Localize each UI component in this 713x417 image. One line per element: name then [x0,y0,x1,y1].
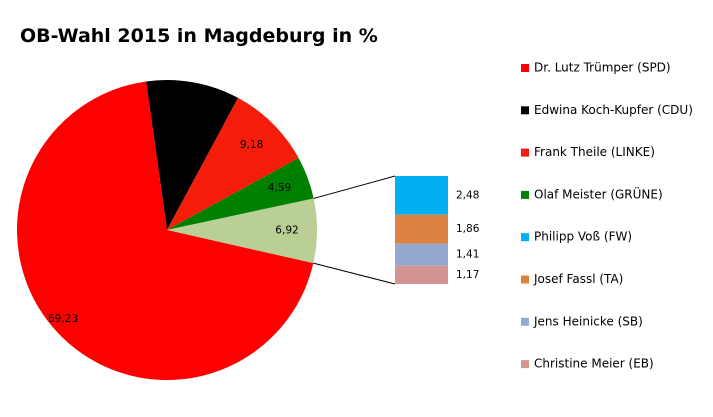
legend-label: Dr. Lutz Trümper (SPD) [534,61,671,75]
bar-data-label: 1,17 [456,269,479,281]
connector-lines [313,175,396,285]
legend-swatch [521,106,529,115]
legend-swatch [521,275,529,284]
bar-data-label: 1,41 [456,249,479,261]
bar-data-label: 2,48 [456,189,479,201]
legend-swatch [521,360,529,369]
connector-line-top [313,175,396,199]
pie-slice [167,198,317,264]
legend-item: Frank Theile (LINKE) [521,145,655,159]
connector-line-bottom [313,262,396,285]
legend-swatch [521,233,529,242]
legend-swatch [521,148,529,157]
bar-segment [395,243,448,266]
legend-label: Josef Fassl (TA) [533,272,623,286]
legend-item: Philipp Voß (FW) [521,230,632,244]
pie-slice [167,158,314,230]
chart-title: OB-Wahl 2015 in Magdeburg in % [20,25,378,47]
pie-slice [167,97,299,230]
legend: Dr. Lutz Trümper (SPD) Edwina Koch-Kupfer… [521,61,693,371]
pie-slice [146,79,239,230]
legend-label: Jens Heinicke (SB) [533,314,643,328]
legend-swatch [521,64,529,72]
legend-label: Olaf Meister (GRÜNE) [534,185,663,201]
slice-data-label: 4,59 [268,182,291,194]
bar-segment [395,176,448,215]
legend-label: Philipp Voß (FW) [534,230,632,244]
legend-swatch [521,317,529,326]
slice-data-label: 10,08 [173,106,203,118]
legend-item: Edwina Koch-Kupfer (CDU) [521,103,693,117]
slice-data-label: 9,18 [240,139,263,151]
slice-data-label: 6,92 [275,225,298,237]
legend-item: Christine Meier (EB) [521,357,654,371]
legend-item: Dr. Lutz Trümper (SPD) [521,61,671,75]
legend-label: Christine Meier (EB) [534,357,654,371]
slice-data-label: 69,23 [48,313,78,325]
bar-segment [395,214,448,244]
secondary-bar: 2,48 1,86 1,41 1,17 [395,176,480,284]
bar-data-label: 1,86 [456,223,480,235]
pie-slice [16,81,314,381]
legend-swatch [521,190,529,199]
pie: 10,08 9,18 4,59 6,92 69,23 [16,79,317,381]
legend-label: Frank Theile (LINKE) [534,145,655,159]
legend-item: Olaf Meister (GRÜNE) [521,185,663,201]
legend-item: Josef Fassl (TA) [521,272,623,286]
legend-item: Jens Heinicke (SB) [521,314,643,328]
legend-label: Edwina Koch-Kupfer (CDU) [534,103,693,117]
bar-segment [395,265,448,284]
